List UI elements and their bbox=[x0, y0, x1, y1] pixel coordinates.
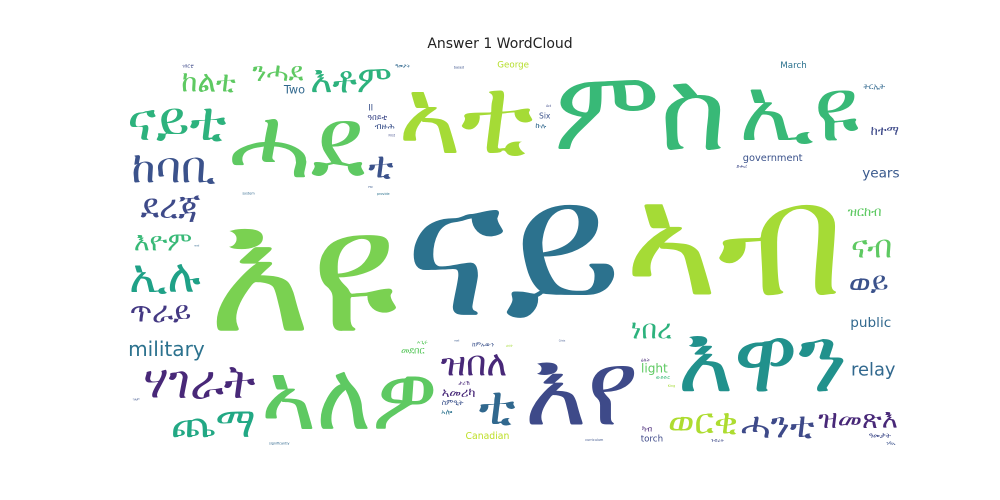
cloud-word: based bbox=[454, 66, 464, 70]
cloud-word: public bbox=[850, 315, 891, 331]
cloud-word: ዝመጽእ bbox=[818, 404, 898, 435]
cloud-word: King bbox=[668, 384, 675, 388]
cloud-word: ኣመሪካ bbox=[442, 386, 476, 401]
cloud-word: ንዓኡ bbox=[886, 441, 896, 446]
cloud-word: Act bbox=[546, 104, 552, 108]
cloud-word: Canadian bbox=[466, 431, 510, 442]
cloud-word: መደበር bbox=[401, 346, 424, 357]
cloud-word: George bbox=[497, 60, 529, 70]
cloud-word: ናይ bbox=[404, 139, 622, 360]
cloud-word: ጨማ bbox=[171, 398, 256, 446]
cloud-word: እየ bbox=[524, 327, 638, 446]
cloud-word: ኣለዎ bbox=[261, 342, 438, 446]
cloud-word: ሃገር bbox=[368, 185, 373, 189]
cloud-word: military bbox=[128, 337, 205, 361]
cloud-word: ናብ bbox=[851, 229, 892, 265]
cloud-word: ቲ bbox=[368, 143, 393, 187]
cloud-word: ኩሉ bbox=[535, 121, 546, 130]
cloud-word: II bbox=[368, 103, 373, 113]
cloud-word: ታሪኽ bbox=[458, 381, 469, 387]
cloud-word: significantly bbox=[269, 441, 289, 445]
word-cloud: ናይ እዩ ኣብ ኣቲ ምስ እየ ሓደ ኣለዎ እዋን ኢዩ ሃገራት ናይቲ እቶም ዝበለ ወርቂ ኢሉ… bbox=[125, 60, 901, 446]
cloud-word: government bbox=[743, 153, 803, 164]
cloud-word: ከልቲ bbox=[181, 65, 236, 99]
cloud-word: ደረጃ bbox=[141, 187, 202, 227]
cloud-word: years bbox=[862, 166, 899, 182]
cloud-word: system bbox=[242, 191, 255, 195]
cloud-word: ኣቲ bbox=[398, 60, 533, 179]
cloud-word: ሰባት bbox=[506, 344, 513, 348]
cloud-word: ዕለት bbox=[641, 357, 651, 363]
cloud-word: እዋን bbox=[677, 305, 847, 415]
cloud-word: ዝበለ bbox=[441, 344, 508, 385]
cloud-word: ኢዩ bbox=[739, 60, 859, 163]
cloud-word: ዓመታት bbox=[395, 64, 410, 70]
cloud-word: ከተማ bbox=[871, 124, 899, 139]
cloud-word: March bbox=[780, 61, 806, 71]
cloud-word: ጥራይ bbox=[130, 295, 191, 329]
cloud-word: relay bbox=[851, 360, 896, 381]
cloud-word: ውድድር bbox=[656, 375, 670, 381]
chart-title: Answer 1 WordCloud bbox=[427, 36, 573, 52]
cloud-word: ዝርከብ bbox=[848, 205, 882, 220]
cloud-word: light bbox=[641, 361, 668, 375]
cloud-word: ትርኢት bbox=[863, 81, 885, 91]
cloud-word: ካብ bbox=[642, 425, 652, 434]
cloud-word: ሓደ bbox=[229, 84, 365, 201]
cloud-word: provide bbox=[377, 192, 390, 196]
cloud-word: ንሓደ bbox=[252, 60, 303, 88]
cloud-word: ኣጊሩ bbox=[417, 340, 428, 346]
cloud-word: ብዙሕ bbox=[375, 122, 395, 132]
cloud-word: ወይ bbox=[849, 266, 889, 300]
cloud-word: mali bbox=[454, 339, 459, 342]
cloud-word: ቲ bbox=[479, 374, 516, 437]
cloud-word: ሃገራት bbox=[143, 355, 255, 410]
cloud-word: እዩ bbox=[208, 170, 398, 372]
cloud-word: ንብረት bbox=[711, 438, 725, 444]
cloud-word: ዓበይቲ bbox=[367, 112, 387, 122]
cloud-word: ኣሎ bbox=[441, 408, 453, 417]
cloud-word: ናይቲ bbox=[127, 89, 226, 153]
cloud-word: Two bbox=[283, 84, 305, 97]
cloud-word: ዓለም bbox=[133, 398, 141, 402]
cloud-word: እዮም bbox=[134, 226, 192, 257]
cloud-word: ድሕሪ bbox=[736, 164, 747, 170]
cloud-word: end bbox=[194, 244, 199, 248]
cloud-word: ኣብ bbox=[624, 147, 844, 333]
cloud-word: Six bbox=[539, 111, 551, 120]
cloud-word: ከምኡውን bbox=[472, 342, 494, 348]
cloud-word: ሓንቲ bbox=[741, 404, 815, 446]
cloud-word: ወርቂ bbox=[668, 402, 738, 443]
cloud-word: ምስ bbox=[554, 60, 727, 177]
cloud-word: torch bbox=[641, 435, 663, 445]
cloud-word: እቶም bbox=[310, 60, 392, 101]
cloud-word: ዓመታት bbox=[869, 431, 892, 440]
cloud-word: ገበርቲ bbox=[182, 63, 194, 69]
cloud-word: curriculum bbox=[585, 438, 604, 442]
cloud-word: ከባቢ bbox=[131, 143, 216, 194]
cloud-word: ስምዒት bbox=[442, 398, 465, 407]
cloud-word: ኢሉ bbox=[129, 250, 201, 304]
cloud-word: First bbox=[389, 134, 396, 138]
cloud-word: Crisis bbox=[559, 340, 566, 343]
cloud-word: ነበረ bbox=[631, 314, 672, 345]
